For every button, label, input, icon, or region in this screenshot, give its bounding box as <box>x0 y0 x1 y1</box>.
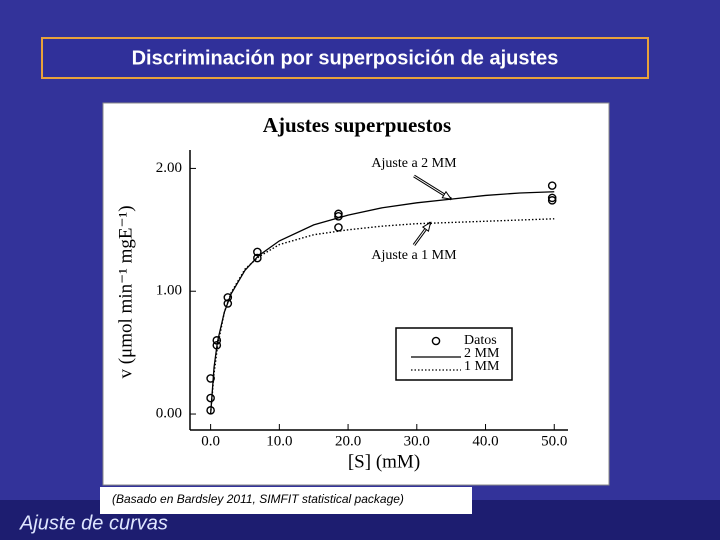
data-point <box>547 193 557 203</box>
data-point <box>223 299 233 308</box>
data-point <box>547 196 557 205</box>
title-box <box>41 37 649 79</box>
data-point <box>206 393 215 403</box>
legend-label: Datos <box>464 333 497 348</box>
x-tick-label: 50.0 <box>541 433 567 449</box>
caption-box <box>100 487 472 514</box>
data-point <box>253 247 262 257</box>
y-tick-label: 1.00 <box>156 283 182 299</box>
arrow-head <box>441 190 453 200</box>
caption: (Basado en Bardsley 2011, SIMFIT statist… <box>112 492 404 506</box>
data-point <box>547 181 557 190</box>
chart-panel <box>102 102 610 486</box>
legend-label: 1 MM <box>464 359 500 374</box>
x-axis-label: [S] (mM) <box>348 451 420 472</box>
slide-title: Discriminación por superposición de ajus… <box>132 47 559 69</box>
footer-text: Ajuste de curvas <box>19 512 168 534</box>
x-tick-label: 30.0 <box>404 433 430 449</box>
data-point <box>334 223 343 232</box>
data-point <box>253 253 262 263</box>
x-tick-label: 10.0 <box>266 433 292 449</box>
arrow-head <box>421 221 432 233</box>
chart-title: Ajustes superpuestos <box>263 113 451 137</box>
x-tick-label: 20.0 <box>335 433 361 449</box>
plot: 0.0 10.0 20.0 30.0 40.0 50.0 0.00 1.00 2.00 Ajust… <box>156 150 568 449</box>
legend-box <box>395 327 513 381</box>
y-tick-label: 2.00 <box>156 160 182 176</box>
y-axis-label: v (μmol min⁻¹ mgE⁻¹) <box>115 205 136 378</box>
annotation: Ajuste a 2 MM <box>371 156 457 171</box>
fit-line <box>209 218 555 415</box>
y-tick-label: 0.00 <box>156 405 182 421</box>
annotation: Ajuste a 1 MM <box>371 248 457 263</box>
legend-marker <box>431 336 441 346</box>
x-tick-label: 0.0 <box>201 433 220 449</box>
data-point <box>223 293 233 302</box>
x-tick-label: 40.0 <box>472 433 498 449</box>
legend-label: 2 MM <box>464 346 500 361</box>
